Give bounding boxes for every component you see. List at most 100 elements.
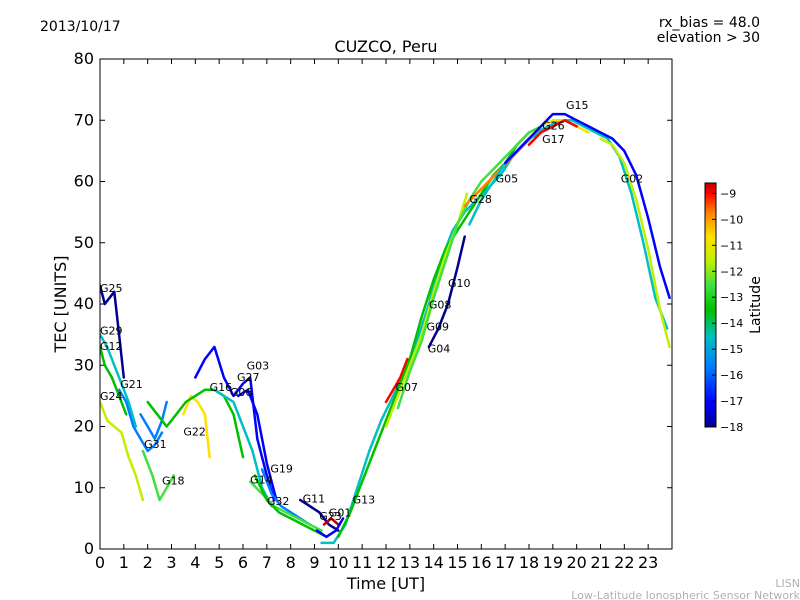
x-tick-label: 8 (286, 553, 296, 572)
series-g14 (248, 480, 323, 532)
colorbar-label: Latitude (748, 276, 764, 334)
x-tick-label: 10 (328, 553, 348, 572)
x-tick-label: 17 (495, 553, 515, 572)
series-g10 (427, 235, 466, 349)
colorbar-tick-label: −15 (720, 343, 743, 356)
y-tick-label: 0 (84, 539, 94, 558)
x-axis-label: Time [UT] (346, 574, 425, 593)
curve-label-g26: G26 (542, 119, 565, 132)
colorbar-tick-label: −10 (720, 213, 743, 226)
series-g15 (503, 112, 671, 300)
colorbar-tick-label: −17 (720, 395, 743, 408)
curve-label-g12: G12 (100, 340, 123, 353)
x-tick-label: 0 (95, 553, 105, 572)
plot-area (100, 59, 672, 549)
curve-label-g23: G23 (319, 510, 342, 523)
x-tick-label: 4 (190, 553, 200, 572)
x-tick-label: 1 (119, 553, 129, 572)
series-g29 (100, 333, 138, 428)
curve-label-g29: G29 (100, 325, 123, 338)
credit-org-full: Low-Latitude Ionospheric Sensor Network (571, 589, 800, 600)
curve-label-g25: G25 (100, 282, 123, 295)
y-tick-label: 60 (74, 172, 94, 191)
colorbar-tick-label: −18 (720, 421, 743, 434)
curve-label-g16: G16 (210, 381, 233, 394)
colorbar-tick-label: −11 (720, 239, 743, 252)
y-tick-label: 20 (74, 417, 94, 436)
series-g11 (298, 498, 340, 532)
x-tick-label: 9 (309, 553, 319, 572)
curve-label-g03: G03 (247, 360, 270, 373)
series-g12 (100, 345, 128, 416)
series-g01 (322, 517, 340, 526)
x-tick-label: 14 (423, 553, 443, 572)
curve-label-g27: G27 (237, 371, 260, 384)
curve-label-g09: G09 (427, 320, 450, 333)
colorbar (704, 182, 717, 428)
x-tick-label: 20 (566, 553, 586, 572)
y-axis-label: TEC [UNITS] (51, 256, 70, 354)
axis-ticks: 0 1 2 3 4 5 6 7 8 9 10 11 12 13 14 15 16 17 18 19 20 21 22 2301… (74, 49, 672, 572)
series-g18 (141, 449, 176, 502)
x-tick-label: 3 (166, 553, 176, 572)
x-tick-label: 12 (376, 553, 396, 572)
rx-bias-label: rx_bias = 48.0 (659, 15, 760, 31)
curve-label-layer: G25G29G12G21G24G31G22G18G16G06G27G03G19G… (100, 99, 643, 523)
x-tick-label: 19 (543, 553, 563, 572)
series-g27 (236, 388, 278, 502)
colorbar-tick-label: −14 (720, 317, 743, 330)
curve-label-g18: G18 (162, 475, 185, 488)
curve-label-g19: G19 (270, 462, 293, 475)
x-tick-label: 23 (638, 553, 658, 572)
x-tick-label: 5 (214, 553, 224, 572)
curve-label-g17: G17 (542, 133, 565, 146)
y-tick-label: 80 (74, 49, 94, 68)
chart-title: CUZCO, Peru (334, 37, 437, 56)
curve-label-g32: G32 (267, 495, 290, 508)
series-g25 (100, 284, 126, 379)
series-g07 (384, 357, 409, 404)
curve-label-g31: G31 (144, 438, 167, 451)
curve-label-g06: G06 (230, 386, 253, 399)
x-tick-label: 15 (447, 553, 467, 572)
y-tick-label: 30 (74, 355, 94, 374)
curve-label-g02: G02 (621, 173, 644, 186)
y-tick-label: 50 (74, 233, 94, 252)
curve-label-g14: G14 (250, 473, 273, 486)
curve-label-g08: G08 (429, 298, 452, 311)
series-g24 (100, 400, 145, 502)
curve-label-g15: G15 (566, 99, 589, 112)
curve-label-g05: G05 (496, 173, 519, 186)
x-tick-label: 7 (262, 553, 272, 572)
x-tick-label: 18 (519, 553, 539, 572)
curve-label-g21: G21 (120, 378, 143, 391)
series-g22 (182, 394, 211, 459)
colorbar-tick-label: −13 (720, 291, 743, 304)
curve-label-g10: G10 (448, 277, 471, 290)
x-tick-label: 6 (238, 553, 248, 572)
y-tick-label: 40 (74, 294, 94, 313)
x-tick-label: 16 (471, 553, 491, 572)
y-tick-label: 70 (74, 110, 94, 129)
curve-label-g07: G07 (396, 381, 419, 394)
elevation-label: elevation > 30 (657, 30, 760, 46)
curve-label-g22: G22 (183, 426, 206, 439)
series-g32 (253, 474, 328, 539)
curve-label-g04: G04 (428, 342, 451, 355)
curve-label-g13: G13 (353, 494, 376, 507)
curve-label-g24: G24 (100, 390, 123, 403)
series-g02 (599, 137, 671, 349)
x-tick-label: 21 (590, 553, 610, 572)
colorbar-ticks: −9 −10 −11 −12 −13 −14 −15 −16 −17 −18 (712, 187, 743, 434)
colorbar-tick-label: −12 (720, 265, 743, 278)
series-g26 (527, 119, 578, 147)
colorbar-tick-label: −9 (720, 187, 736, 200)
plot-frame (99, 58, 673, 550)
curve-label-g11: G11 (303, 492, 326, 505)
x-tick-label: 11 (352, 553, 372, 572)
x-tick-label: 22 (614, 553, 634, 572)
series-g16 (146, 388, 245, 459)
y-tick-label: 10 (74, 478, 94, 497)
series-g23 (315, 517, 345, 539)
